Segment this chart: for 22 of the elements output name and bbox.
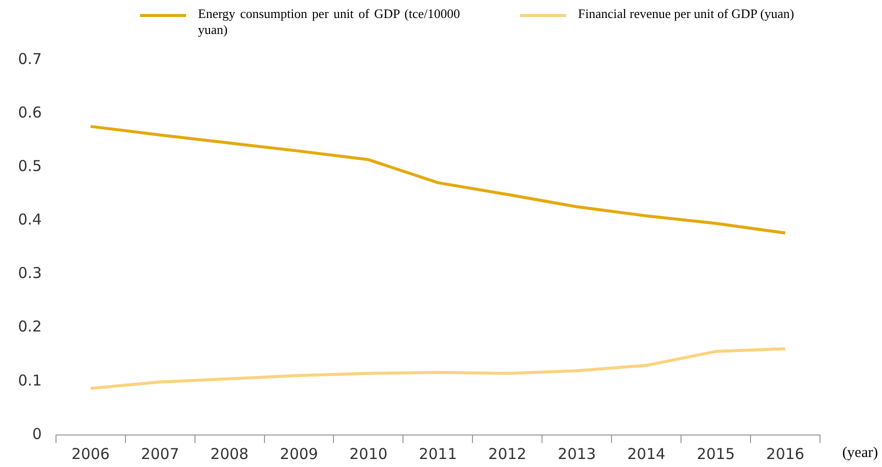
- y-tick-label: 0.4: [18, 210, 42, 229]
- y-tick-label: 0.5: [18, 157, 42, 176]
- y-tick-label: 0.1: [18, 371, 42, 390]
- y-tick-label: 0.3: [18, 264, 42, 282]
- x-tick-label: 2007: [140, 444, 180, 463]
- x-tick-label: 2012: [488, 444, 526, 463]
- x-tick-label: 2014: [627, 444, 666, 463]
- x-tick-label: 2006: [71, 444, 110, 463]
- y-tick-label: 0: [32, 424, 42, 443]
- y-tick-label: 0.6: [18, 103, 42, 122]
- x-axis-title: (year): [842, 445, 878, 462]
- legend-label: Energy consumption per unit of GDP (tce/10000 yuan): [198, 6, 460, 38]
- y-tick-label: 0.2: [18, 318, 42, 336]
- x-tick-label: 2011: [418, 444, 458, 463]
- x-tick-label: 2015: [696, 444, 735, 463]
- x-tick-label: 2009: [280, 444, 318, 463]
- x-tick-label: 2008: [210, 444, 249, 463]
- y-tick-label: 0.7: [18, 50, 42, 68]
- x-tick-label: 2010: [349, 444, 388, 463]
- x-tick-label: 2013: [558, 444, 596, 463]
- x-tick-label: 2016: [766, 444, 804, 463]
- legend-label: Financial revenue per unit of GDP (yuan): [578, 6, 794, 22]
